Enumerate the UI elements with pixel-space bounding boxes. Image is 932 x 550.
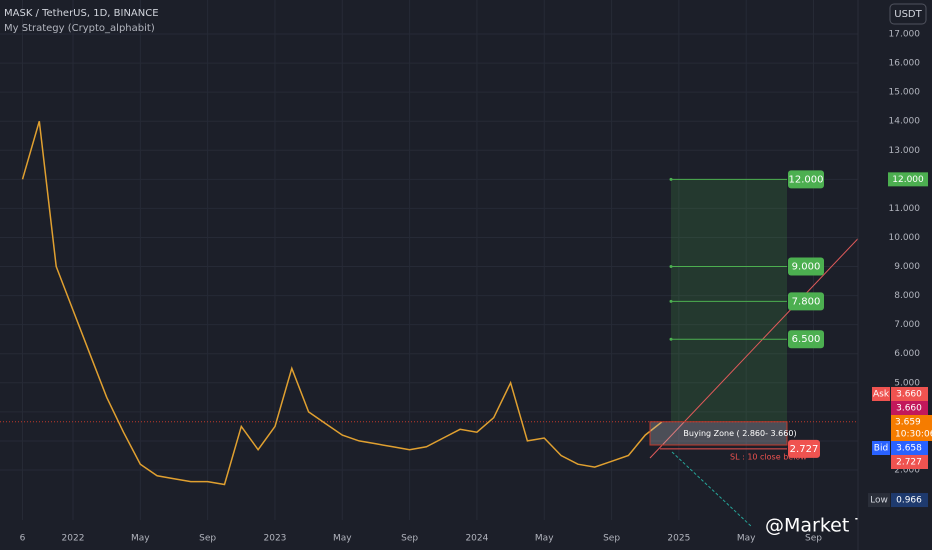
last-value: 3.659 bbox=[895, 418, 921, 428]
y-tick-label: 6.000 bbox=[894, 349, 920, 359]
target-label-box bbox=[788, 257, 824, 276]
last-box bbox=[891, 415, 932, 441]
profit-zone bbox=[671, 179, 787, 422]
y-tick-label: 17.000 bbox=[889, 30, 921, 40]
target-label-box bbox=[788, 292, 824, 311]
x-tick-label: 2022 bbox=[62, 534, 85, 544]
target-label: 9.000 bbox=[792, 262, 821, 273]
x-tick-label: Sep bbox=[199, 534, 216, 544]
ask-value: 3.660 bbox=[896, 390, 922, 400]
currency-button[interactable] bbox=[889, 3, 927, 25]
price-box bbox=[891, 401, 928, 415]
stop-axis-label: 2.727 bbox=[896, 458, 922, 468]
x-tick-label: 2025 bbox=[667, 534, 690, 544]
target-dot bbox=[669, 177, 673, 181]
low-box bbox=[891, 493, 928, 508]
x-tick-label: Sep bbox=[603, 534, 620, 544]
x-tick-label: 2024 bbox=[465, 534, 488, 544]
countdown: 10:30:06 bbox=[895, 430, 932, 440]
x-tick-label: Sep bbox=[805, 534, 822, 544]
y-tick-label: 14.000 bbox=[889, 117, 921, 127]
stop-loss-box bbox=[788, 439, 820, 458]
chart-title: MASK / TetherUS, 1D, BINANCE bbox=[4, 8, 159, 19]
target-label: 6.500 bbox=[792, 334, 821, 345]
y-tick-label: 13.000 bbox=[889, 146, 921, 156]
bid-box bbox=[891, 441, 928, 455]
price-line-series bbox=[21, 120, 663, 486]
y-tick-label: 8.000 bbox=[894, 291, 920, 301]
target-dot bbox=[669, 299, 673, 303]
y-tick-label: 15.000 bbox=[889, 88, 921, 98]
ask-tag bbox=[872, 387, 890, 401]
stop-axis-box bbox=[891, 455, 928, 469]
target-axis-box bbox=[888, 172, 928, 187]
chart-subtitle: My Strategy (Crypto_alphabit) bbox=[4, 23, 155, 34]
y-tick-label: 16.000 bbox=[889, 59, 921, 69]
bid-value: 3.658 bbox=[896, 444, 922, 454]
target-dot bbox=[669, 337, 673, 341]
low-tag bbox=[868, 493, 890, 508]
y-tick-label: 10.000 bbox=[889, 233, 921, 243]
target-label-box bbox=[788, 170, 824, 189]
x-tick-label: May bbox=[333, 534, 352, 544]
x-tick-label: 2023 bbox=[264, 534, 287, 544]
y-tick-label: 11.000 bbox=[889, 204, 921, 214]
buying-zone bbox=[649, 421, 788, 446]
target-label-box bbox=[788, 330, 824, 349]
x-tick-label: May bbox=[131, 534, 150, 544]
projection-line bbox=[671, 451, 753, 528]
currency-label: USDT bbox=[894, 9, 922, 20]
y-tick-label: 7.000 bbox=[894, 320, 920, 330]
stop-loss-label: 2.727 bbox=[790, 444, 819, 455]
x-tick-label: Sep bbox=[401, 534, 418, 544]
ask-label: Ask bbox=[873, 390, 890, 400]
bid-label: Bid bbox=[874, 444, 888, 454]
y-tick-label: 2.000 bbox=[894, 466, 920, 476]
x-tick-label: 6 bbox=[20, 534, 26, 544]
price-value: 3.660 bbox=[896, 404, 922, 414]
y-tick-label: 5.000 bbox=[894, 378, 920, 388]
ask-box bbox=[891, 387, 928, 401]
low-value: 0.966 bbox=[896, 496, 922, 506]
y-tick-label: 9.000 bbox=[894, 262, 920, 272]
x-tick-label: May bbox=[737, 534, 756, 544]
target-label: 12.000 bbox=[789, 174, 824, 185]
low-label: Low bbox=[870, 496, 888, 506]
target-label: 7.800 bbox=[792, 296, 821, 307]
bid-tag bbox=[872, 441, 890, 455]
buying-zone-label: Buying Zone ( 2.860- 3.660) bbox=[683, 429, 796, 438]
target-dot bbox=[669, 265, 673, 269]
time-axis bbox=[0, 527, 858, 550]
stop-loss-note: SL : 10 close below bbox=[730, 452, 807, 461]
trend-line bbox=[649, 206, 889, 459]
x-tick-label: May bbox=[535, 534, 554, 544]
target-axis-label: 12.000 bbox=[892, 175, 924, 185]
